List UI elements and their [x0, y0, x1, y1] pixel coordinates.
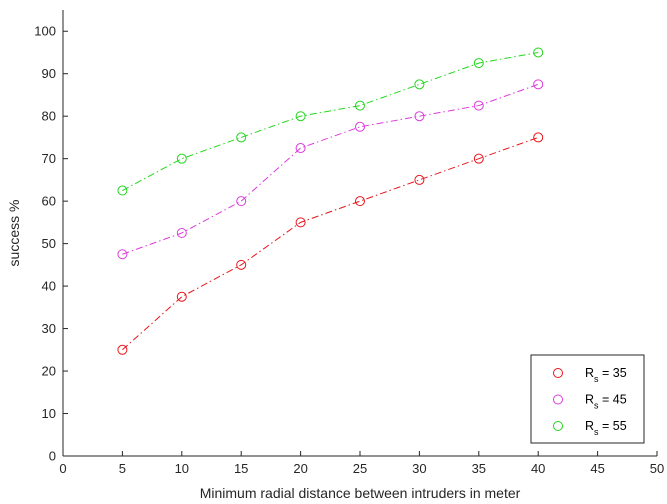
- y-tick-label: 90: [42, 66, 56, 81]
- data-point: [473, 100, 484, 111]
- data-point: [295, 143, 306, 154]
- y-tick-label: 10: [42, 406, 56, 421]
- legend-marker: [553, 421, 563, 431]
- data-point: [355, 100, 365, 111]
- data-point: [414, 111, 425, 122]
- x-tick-label: 45: [590, 461, 604, 476]
- legend-label: Rs = 35: [585, 366, 627, 384]
- x-tick-label: 30: [412, 461, 426, 476]
- y-tick-label: 60: [42, 194, 56, 209]
- legend-label: Rs = 55: [585, 419, 627, 437]
- x-axis-title: Minimum radial distance between intruder…: [200, 485, 521, 501]
- data-point: [236, 196, 247, 207]
- data-point: [355, 196, 365, 207]
- x-tick-label: 50: [650, 461, 664, 476]
- data-point: [176, 153, 187, 164]
- data-point: [176, 291, 187, 302]
- data-point: [533, 47, 544, 58]
- data-point: [176, 228, 187, 238]
- series-layer: [117, 47, 544, 355]
- data-point: [117, 344, 128, 355]
- y-tick-label: 80: [42, 109, 56, 124]
- x-tick-label: 20: [293, 461, 307, 476]
- x-tick-label: 25: [353, 461, 367, 476]
- y-tick-label: 100: [34, 24, 56, 39]
- x-axis-ticks: 0 5 10 15 20 25 30 35 40 45 50: [59, 451, 664, 476]
- x-tick-label: 35: [472, 461, 486, 476]
- data-point: [117, 249, 128, 260]
- legend: Rs = 35 Rs = 45 Rs = 55: [530, 354, 645, 444]
- series-2: [117, 47, 544, 196]
- data-point: [236, 132, 247, 143]
- y-tick-label: 70: [42, 151, 56, 166]
- y-tick-label: 40: [42, 279, 56, 294]
- data-point: [473, 58, 484, 69]
- data-point: [533, 79, 544, 90]
- legend-label: Rs = 45: [585, 393, 627, 411]
- data-point: [295, 217, 306, 228]
- data-point: [533, 132, 544, 143]
- legend-marker: [553, 394, 563, 405]
- data-point: [295, 111, 306, 122]
- series-1: [117, 79, 544, 260]
- x-tick-label: 5: [119, 461, 126, 476]
- data-point: [117, 185, 128, 196]
- series-line: [122, 136, 539, 351]
- series-line: [122, 51, 539, 191]
- y-axis-title: success %: [6, 200, 22, 267]
- data-point: [473, 153, 484, 164]
- data-point: [414, 174, 425, 185]
- y-tick-label: 0: [49, 449, 56, 464]
- x-tick-label: 15: [234, 461, 248, 476]
- x-tick-label: 0: [59, 461, 66, 476]
- data-point: [355, 121, 365, 132]
- series-0: [117, 132, 544, 355]
- x-tick-label: 10: [175, 461, 189, 476]
- y-axis-ticks: 0 10 20 30 40 50 60 70 80 90 100: [34, 24, 68, 464]
- x-tick-label: 40: [531, 461, 545, 476]
- data-point: [236, 259, 247, 270]
- y-tick-label: 20: [42, 364, 56, 379]
- data-point: [414, 79, 425, 90]
- legend-marker: [553, 368, 563, 378]
- y-tick-label: 50: [42, 236, 56, 251]
- series-line: [122, 83, 539, 255]
- y-tick-label: 30: [42, 321, 56, 336]
- legend-box: [530, 354, 645, 444]
